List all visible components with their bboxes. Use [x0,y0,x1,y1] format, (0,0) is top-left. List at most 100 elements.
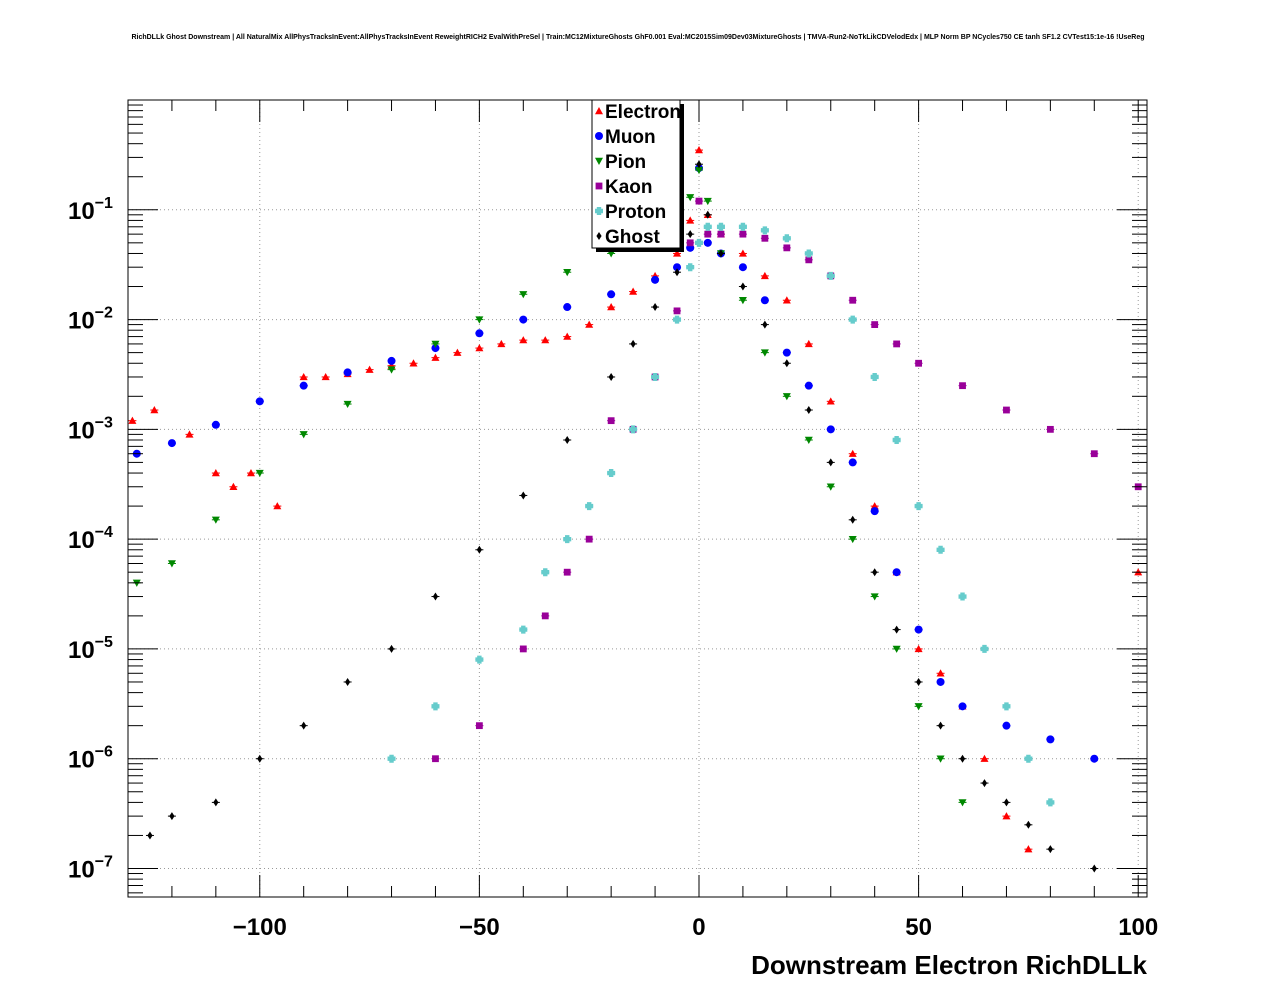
data-point-muon [387,356,396,365]
data-point-kaon [805,256,813,264]
data-point-ghost [762,320,768,329]
data-point-pion [958,799,967,807]
data-point-electron [453,348,462,356]
data-point-electron [782,296,791,304]
data-point-electron [686,216,695,224]
data-point-electron [760,271,769,280]
legend-box [591,99,681,249]
data-point-ghost [959,754,966,763]
legend-marker-kaon [595,182,603,190]
data-point-kaon [519,645,527,653]
legend: Electron Muon Pion Kaon Proton Ghost [591,99,684,252]
data-point-ghost [850,515,856,524]
data-point-pion [848,535,857,544]
data-point-ghost [981,779,988,788]
data-point-kaon [739,230,747,238]
data-point-electron [936,669,945,677]
data-point-kaon [1003,406,1010,414]
data-point-pion [255,469,264,478]
data-point-ghost [476,545,482,554]
data-point-ghost [520,491,526,500]
data-point-electron [128,416,137,424]
data-point-muon [738,263,747,272]
data-point-kaon [475,722,483,730]
data-point-pion [387,366,396,374]
x-tick-label: −50 [459,914,500,941]
data-point-electron [541,336,550,344]
data-point-muon [782,348,791,357]
data-point-muon [848,458,857,467]
legend-marker-muon [595,132,603,140]
data-point-ghost [257,754,263,763]
data-point-muon [870,507,879,516]
data-point-muon [673,263,682,272]
data-point-ghost [705,210,711,219]
data-point-muon [760,296,769,305]
data-point-electron [1002,812,1011,820]
data-point-pion [343,400,352,409]
y-tick-label: 10−4 [68,524,113,554]
data-point-kaon [673,307,681,315]
data-point-ghost [872,568,878,577]
data-point-pion [892,645,901,653]
data-point-proton [980,644,989,653]
data-point-electron [870,502,879,510]
legend-marker-electron [595,107,603,115]
x-tick-label: 50 [905,914,932,941]
data-point-ghost [652,303,658,312]
y-tick-label: 10−3 [68,414,113,444]
data-point-proton [541,568,550,577]
y-tick-label: 10−1 [68,195,113,225]
data-point-electron [738,249,747,257]
data-point-proton [607,469,616,478]
data-point-pion [519,291,528,299]
data-point-electron [475,344,484,352]
y-tick-label: 10−6 [68,744,113,774]
data-point-kaon [432,755,439,763]
data-point-proton [1046,798,1055,807]
data-point-kaon [893,340,901,348]
y-tick-label: 10−5 [68,634,113,664]
data-point-proton [892,435,901,444]
legend-marker-pion [595,157,603,165]
data-point-muon [826,425,835,434]
data-point-ghost [169,812,175,821]
data-point-proton [651,372,660,381]
data-point-electron [694,146,703,154]
data-point-proton [475,655,484,664]
data-point-pion [694,166,703,175]
data-point-electron [273,502,282,510]
data-point-ghost [784,359,790,368]
y-tick-label: 10−2 [68,305,113,335]
x-tick-label: −100 [233,914,287,941]
data-point-electron [629,287,638,295]
data-point-electron [980,754,989,762]
data-point-electron [607,303,616,311]
data-point-ghost [696,160,702,169]
data-point-kaon [915,359,923,367]
data-point-muon [167,439,176,448]
data-point-pion [211,516,220,524]
data-point-kaon [541,612,549,620]
data-point-proton [738,222,747,231]
data-point-electron [409,359,418,367]
data-point-proton [673,315,682,324]
data-point-ghost [630,339,636,348]
data-point-ghost [674,268,680,277]
data-point-muon [1002,721,1011,730]
data-point-electron [497,339,506,348]
legend-marker-ghost [596,232,602,240]
data-point-muon [1090,754,1099,763]
data-point-ghost [432,592,439,601]
data-point-ghost [894,625,900,634]
data-point-ghost [388,644,395,653]
data-point-electron [150,406,159,414]
data-point-electron [229,482,238,490]
data-point-muon [607,290,616,299]
data-point-proton [914,502,923,511]
data-point-proton [1024,754,1033,763]
data-point-ghost [1047,845,1053,854]
data-point-proton [387,754,396,763]
data-point-kaon [1046,425,1054,433]
